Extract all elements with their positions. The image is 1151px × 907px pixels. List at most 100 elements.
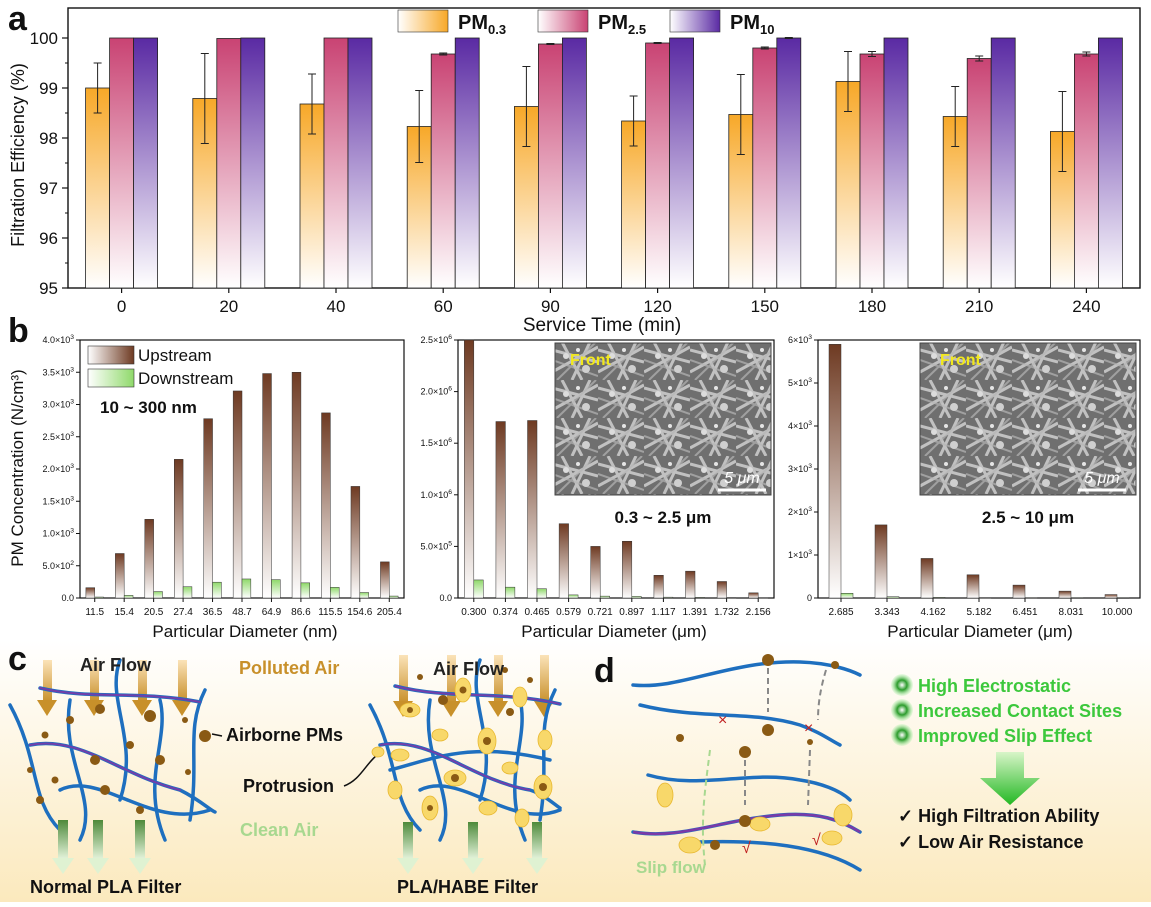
chart-b2: 0.0 5.0×105 1.0×106 1.5×106 2.0×106 2.5×106 0.… [420,334,775,618]
y-tick-label: 2.0×106 [420,386,452,397]
bar-PM10-60 [454,37,480,289]
bar-upstream-0.897 [622,540,633,599]
x-tick-label: 115.5 [318,607,343,618]
feature-slip-effect: Improved Slip Effect [918,726,1092,746]
x-tick-label: 86.6 [291,607,311,618]
panel-label-b: b [8,312,29,350]
legend-downstream-label: Downstream [138,369,233,388]
legend-downstream-swatch [87,368,135,388]
bar-downstream-2.685 [840,593,854,599]
bar-downstream-10.000 [1116,597,1130,599]
bar-upstream-1.391 [685,570,696,599]
x-tick-label: 40 [327,297,346,316]
chart-a-legend: PM0.3 PM2.5 PM10 [397,9,774,37]
bar-PM2.5-150 [752,47,778,289]
y-tick-label: 5×103 [788,377,812,388]
chart-b2-range-label: 0.3 ~ 2.5 μm [615,508,712,527]
y-tick-label: 5.0×102 [42,560,74,571]
x-tick-label: 205.4 [377,607,402,618]
bar-downstream-36.5 [212,581,222,599]
x-tick-label: 120 [643,297,671,316]
normal-air-flow-label: Air Flow [80,655,152,675]
y-tick-label: 1.0×103 [42,528,74,539]
bar-upstream-27.4 [174,459,184,599]
habe-air-flow-label: Air Flow [433,659,505,679]
x-tick-label: 0.300 [461,607,486,618]
y-tick-label: 3.5×103 [42,366,74,377]
bar-upstream-15.4 [115,553,125,599]
outgoing-clean-air-arrows-right [397,822,548,874]
x-tick-label: 36.5 [203,607,223,618]
bar-upstream-0.374 [495,421,506,599]
x-tick-label: 27.4 [173,607,193,618]
bar-upstream-20.5 [144,519,154,599]
result-high-filtration: ✓ High Filtration Ability [898,806,1099,826]
bar-PM2.5-40 [323,37,349,289]
bar-downstream-115.5 [330,587,340,599]
panel-b2-frame [457,339,775,599]
sem-front-label-b2: Front [570,352,612,369]
bar-downstream-5.182 [978,597,992,599]
feature-bullet-1 [891,674,913,696]
bar-downstream-64.9 [271,579,281,599]
bar-PM10-150 [776,37,802,289]
bar-PM2.5-0 [109,37,134,289]
protrusion-pointer [343,754,378,787]
chart-b1-xlabel: Particular Diameter (nm) [152,622,337,641]
bar-downstream-1.117 [663,596,674,599]
x-tick-label: 20 [219,297,238,316]
x-tick-label: 0 [117,297,126,316]
normal-filter-diagram [8,658,217,874]
panel-label-d: d [594,652,615,690]
y-tick-label: 6×103 [788,334,812,345]
feature-bullet-2 [891,699,913,721]
bar-downstream-48.7 [241,578,252,599]
clean-air-label: Clean Air [240,820,318,840]
chart-a-frame [67,7,1141,289]
x-tick-label: 1.391 [682,607,707,618]
capture-check-mark-1: √ [742,840,751,857]
x-tick-label: 150 [751,297,779,316]
bar-downstream-2.156 [757,597,768,599]
bar-upstream-10.000 [1104,594,1118,599]
slip-flow-label: Slip flow [636,858,707,877]
legend-upstream-swatch [87,345,135,365]
outgoing-clean-air-arrows-left [52,820,151,874]
bar-upstream-36.5 [203,418,213,599]
sem-scale-b3: 5 μm [1084,470,1119,487]
bar-PM2.5-120 [645,42,670,289]
bar-PM2.5-60 [430,53,456,289]
panel-label-c: c [8,640,27,678]
bar-upstream-64.9 [262,373,272,599]
polluted-air-label: Polluted Air [239,658,339,678]
bar-PM10-180 [883,37,909,289]
x-tick-label: 48.7 [232,607,252,618]
chart-b2-xlabel: Particular Diameter (μm) [521,622,707,641]
bar-downstream-1.391 [694,597,705,599]
bar-PM0.3-180 [835,81,861,289]
y-tick-label: 97 [39,179,58,198]
x-tick-label: 5.182 [966,607,991,618]
bar-upstream-3.343 [874,524,888,599]
bar-upstream-11.5 [85,587,95,599]
chart-b3-xlabel: Particular Diameter (μm) [887,622,1073,641]
legend-pm25-swatch [537,9,589,33]
bar-PM10-40 [347,37,373,289]
bar-PM2.5-180 [859,53,885,289]
bar-downstream-0.579 [568,594,579,599]
panel-label-a: a [8,0,28,38]
x-tick-label: 180 [858,297,886,316]
x-tick-label: 1.117 [651,607,676,618]
bar-PM0.3-0 [85,87,110,289]
incoming-air-arrows-left [37,660,192,716]
bar-upstream-6.451 [1012,584,1026,599]
legend-pm10-swatch [669,9,721,33]
bar-upstream-2.685 [828,344,842,599]
feature-list: High Electrostatic Increased Contact Sit… [891,674,1122,746]
legend-pm03-swatch [397,9,449,33]
capture-check-mark-2: √ [812,832,821,849]
bar-downstream-0.897 [631,596,642,599]
bar-downstream-1.732 [726,597,737,599]
bar-upstream-1.117 [653,575,664,599]
chart-b3-range-label: 2.5 ~ 10 μm [982,508,1074,527]
